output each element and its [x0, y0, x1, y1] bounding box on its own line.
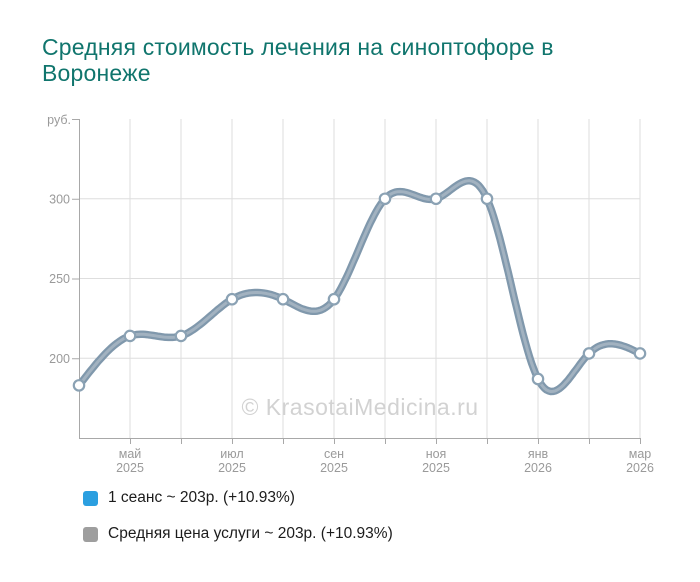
data-point-marker[interactable]	[225, 292, 239, 306]
legend-item-avg-price[interactable]: Средняя цена услуги ~ 203р. (+10.93%)	[83, 525, 393, 543]
legend-swatch-blue	[83, 490, 98, 506]
series-line	[75, 177, 644, 396]
chart-legend: 1 сеанс ~ 203р. (+10.93%) Средняя цена у…	[83, 489, 393, 561]
series-line-outer	[75, 177, 644, 396]
gridlines	[79, 119, 641, 438]
data-point-marker[interactable]	[378, 192, 392, 206]
data-point-marker[interactable]	[72, 379, 86, 392]
legend-item-1-seans[interactable]: 1 сеанс ~ 203р. (+10.93%)	[83, 489, 393, 507]
axes	[72, 119, 641, 444]
chart-title: Средняя стоимость лечения на синоптофоре…	[42, 34, 554, 86]
data-points	[72, 192, 647, 392]
data-point-marker[interactable]	[480, 192, 494, 206]
data-point-marker[interactable]	[123, 329, 137, 343]
y-tick-label: 250	[49, 272, 70, 286]
y-unit-label: руб.	[47, 113, 71, 127]
data-point-marker[interactable]	[327, 292, 341, 306]
legend-item-label: Средняя цена услуги ~ 203р. (+10.93%)	[108, 525, 393, 542]
price-chart: руб. 200 250 300 май 2025 июл 2025 сен 2025 ноя 202…	[47, 113, 654, 475]
x-tick-label: июл 2025	[218, 447, 246, 475]
legend-item-label: 1 сеанс ~ 203р. (+10.93%)	[108, 489, 295, 506]
legend-swatch-gray	[83, 526, 98, 542]
series-line-core	[77, 179, 642, 393]
data-point-marker[interactable]	[174, 329, 188, 343]
data-point-marker[interactable]	[582, 347, 596, 360]
data-point-marker[interactable]	[633, 347, 647, 360]
data-point-marker[interactable]	[531, 372, 545, 386]
axis-labels: руб. 200 250 300 май 2025 июл 2025 сен 2025 ноя 202…	[47, 113, 654, 475]
x-tick-label: ноя 2025	[422, 447, 450, 475]
data-point-marker[interactable]	[276, 292, 290, 306]
y-tick-label: 300	[49, 192, 70, 206]
data-point-marker[interactable]	[429, 192, 443, 206]
x-tick-label: янв 2026	[524, 447, 552, 475]
x-tick-label: май 2025	[116, 447, 144, 475]
x-tick-label: мар 2026	[626, 447, 654, 475]
x-tick-label: сен 2025	[320, 447, 348, 475]
y-tick-label: 200	[49, 352, 70, 366]
